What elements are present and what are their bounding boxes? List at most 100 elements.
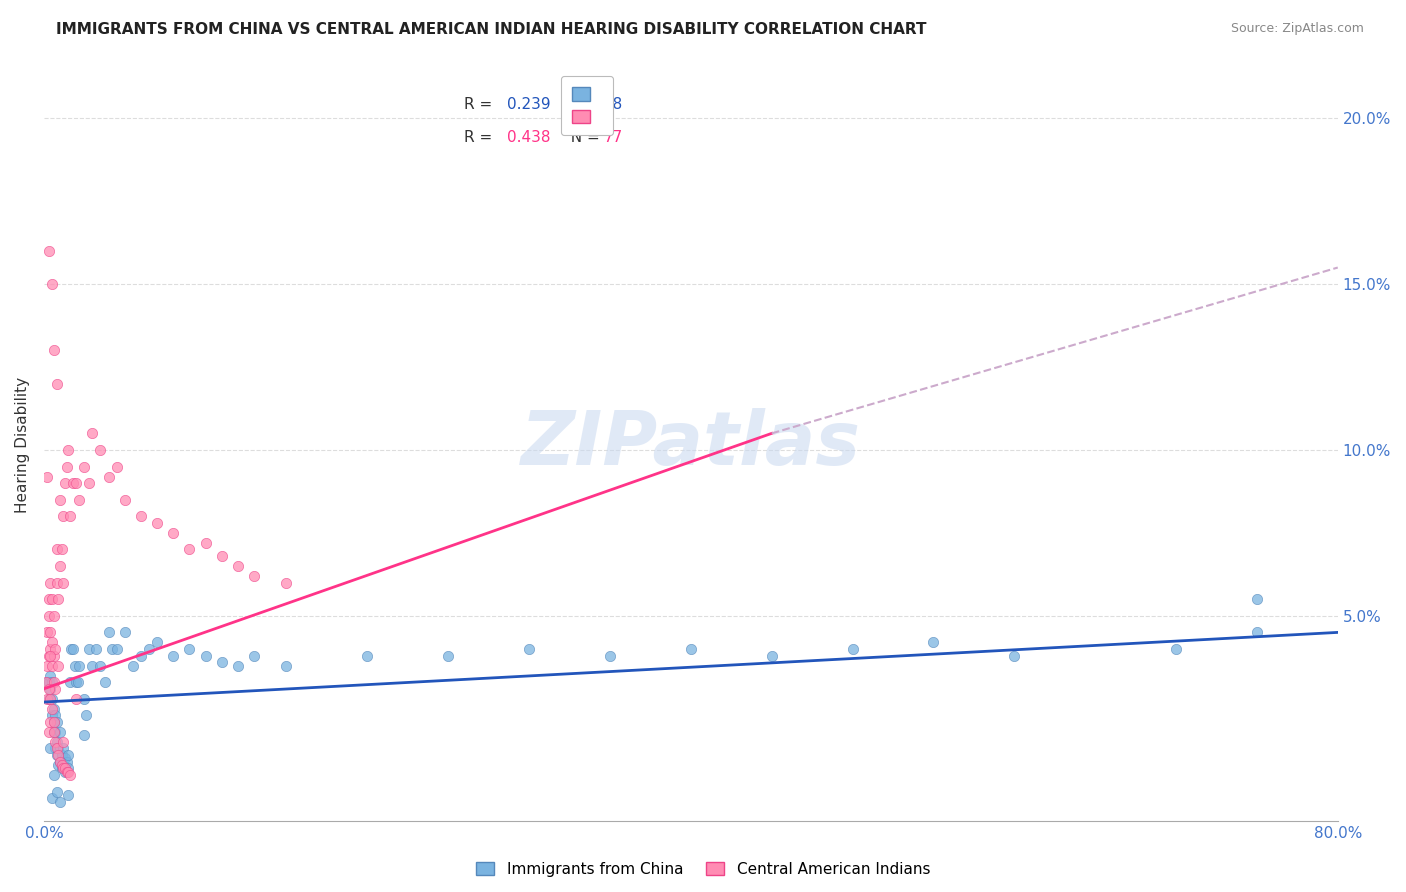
Point — [179, 542, 201, 557]
Point — [39, 741, 62, 756]
Point — [52, 741, 75, 756]
Point — [41, 592, 63, 607]
Point — [56, 442, 79, 457]
Point — [226, 658, 249, 673]
Point — [65, 675, 87, 690]
Point — [922, 635, 945, 649]
Legend: Immigrants from China, Central American Indians: Immigrants from China, Central American … — [468, 854, 938, 884]
Point — [162, 525, 184, 540]
Point — [49, 755, 72, 769]
Legend: , : , — [561, 76, 613, 136]
Point — [48, 592, 70, 607]
Point — [41, 675, 63, 690]
Point — [44, 708, 66, 723]
Point — [226, 559, 249, 574]
Point — [69, 658, 91, 673]
Point — [42, 725, 65, 739]
Point — [65, 691, 87, 706]
Point — [39, 691, 62, 706]
Point — [138, 642, 160, 657]
Point — [63, 658, 86, 673]
Text: 0.239: 0.239 — [508, 97, 551, 112]
Point — [42, 714, 65, 729]
Point — [243, 648, 266, 663]
Point — [41, 658, 63, 673]
Point — [44, 681, 66, 696]
Point — [276, 575, 298, 590]
Point — [53, 761, 76, 775]
Point — [73, 728, 96, 742]
Point — [55, 764, 77, 779]
Point — [56, 764, 79, 779]
Point — [65, 476, 87, 491]
Point — [52, 509, 75, 524]
Point — [42, 701, 65, 715]
Point — [599, 648, 621, 663]
Point — [105, 642, 128, 657]
Point — [243, 569, 266, 583]
Point — [39, 668, 62, 682]
Point — [114, 492, 136, 507]
Point — [39, 681, 62, 696]
Point — [105, 459, 128, 474]
Point — [59, 768, 82, 782]
Point — [39, 642, 62, 657]
Point — [73, 691, 96, 706]
Point — [75, 708, 97, 723]
Point — [1164, 642, 1187, 657]
Point — [59, 509, 82, 524]
Point — [39, 575, 62, 590]
Y-axis label: Hearing Disability: Hearing Disability — [15, 377, 30, 513]
Text: N =: N = — [561, 130, 605, 145]
Point — [41, 708, 63, 723]
Point — [761, 648, 783, 663]
Point — [45, 735, 67, 749]
Point — [97, 469, 120, 483]
Point — [48, 758, 70, 772]
Point — [82, 658, 104, 673]
Text: 77: 77 — [605, 130, 623, 145]
Point — [194, 536, 217, 550]
Point — [82, 426, 104, 441]
Text: R =: R = — [464, 130, 498, 145]
Point — [38, 244, 60, 258]
Point — [97, 625, 120, 640]
Point — [60, 642, 83, 657]
Point — [1246, 625, 1268, 640]
Text: Source: ZipAtlas.com: Source: ZipAtlas.com — [1230, 22, 1364, 36]
Point — [42, 725, 65, 739]
Point — [41, 635, 63, 649]
Point — [37, 675, 59, 690]
Point — [1002, 648, 1025, 663]
Point — [841, 642, 863, 657]
Point — [101, 642, 124, 657]
Point — [211, 655, 233, 669]
Text: ZIPatlas: ZIPatlas — [520, 409, 860, 482]
Point — [39, 714, 62, 729]
Point — [44, 741, 66, 756]
Point — [45, 714, 67, 729]
Point — [41, 277, 63, 292]
Point — [45, 748, 67, 763]
Point — [38, 675, 60, 690]
Point — [45, 542, 67, 557]
Point — [56, 788, 79, 802]
Point — [89, 658, 111, 673]
Point — [42, 768, 65, 782]
Text: N =: N = — [561, 97, 605, 112]
Point — [179, 642, 201, 657]
Point — [49, 725, 72, 739]
Point — [679, 642, 702, 657]
Point — [44, 642, 66, 657]
Text: 0.438: 0.438 — [508, 130, 551, 145]
Point — [45, 376, 67, 391]
Point — [49, 755, 72, 769]
Point — [162, 648, 184, 663]
Point — [48, 741, 70, 756]
Point — [1246, 592, 1268, 607]
Point — [49, 492, 72, 507]
Point — [211, 549, 233, 563]
Point — [41, 691, 63, 706]
Point — [39, 648, 62, 663]
Point — [84, 642, 107, 657]
